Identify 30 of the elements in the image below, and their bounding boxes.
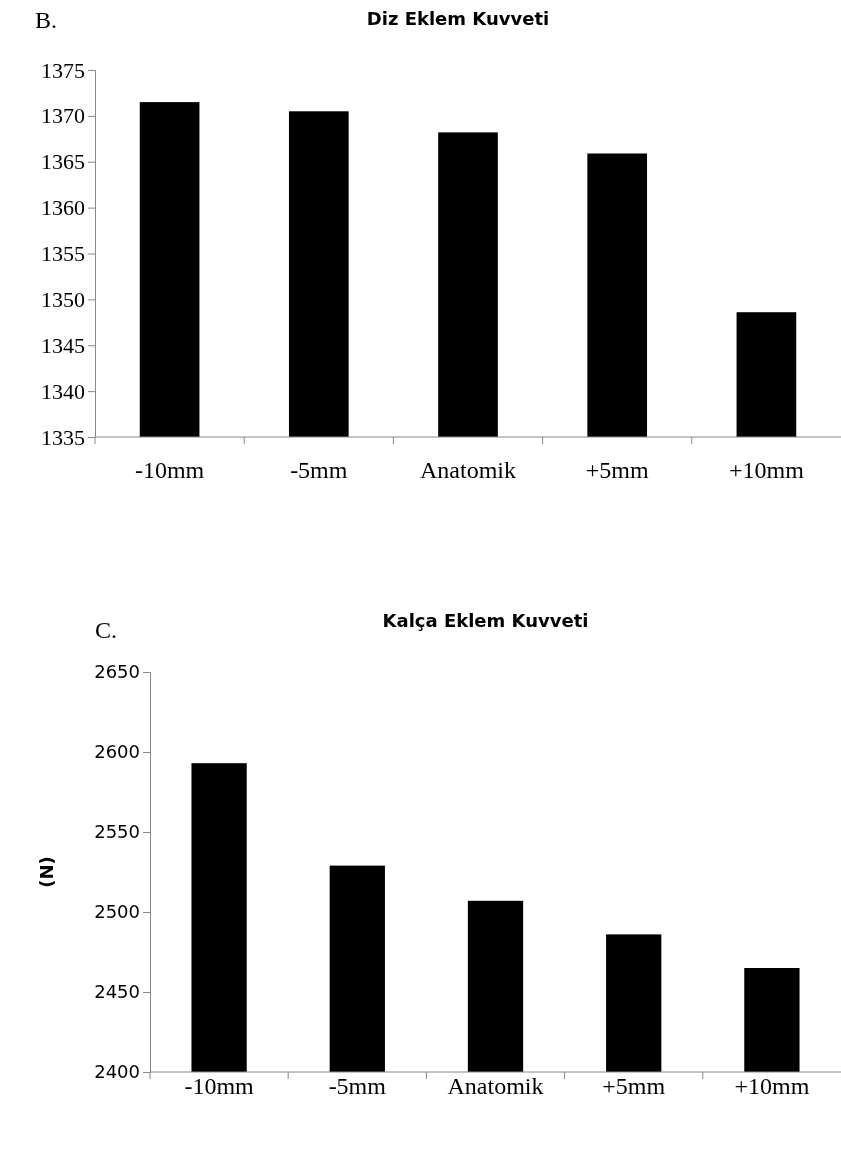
y-tick-label: 2550: [94, 821, 140, 843]
y-tick-label: 1360: [41, 195, 85, 221]
x-tick-label: Anatomik: [420, 457, 516, 483]
y-axis-title: (N): [36, 856, 57, 888]
x-tick-label: +5mm: [585, 457, 649, 483]
x-tick-label: -10mm: [134, 457, 205, 483]
x-tick-label: Anatomik: [447, 1073, 544, 1099]
chart-title: Diz Eklem Kuvveti: [366, 8, 550, 29]
y-tick-label: 2450: [94, 981, 140, 1003]
x-tick-label: +10mm: [734, 1073, 810, 1099]
y-tick-label: 1355: [41, 241, 85, 267]
y-tick-label: 2400: [94, 1061, 140, 1083]
y-tick-label: 1335: [41, 424, 85, 450]
x-tick-label: +10mm: [728, 457, 805, 483]
x-tick-label: +5mm: [602, 1073, 666, 1099]
y-tick-label: 1375: [41, 57, 85, 83]
y-tick-label: 1365: [41, 149, 85, 175]
y-tick-label: 1340: [41, 378, 85, 404]
y-tick-label: 1345: [41, 332, 85, 358]
x-tick-label: -5mm: [328, 1073, 387, 1099]
y-tick-label: 1350: [41, 286, 85, 312]
y-tick-label: 2650: [94, 661, 140, 683]
y-tick-label: 2500: [94, 901, 140, 923]
x-tick-label: -5mm: [290, 457, 348, 483]
text: B.: [35, 6, 58, 33]
y-tick-label: 2600: [94, 741, 140, 763]
x-tick-label: -10mm: [184, 1073, 255, 1099]
chart-title: Kalça Eklem Kuvveti: [382, 610, 589, 631]
y-tick-label: 1370: [41, 103, 85, 129]
text: C.: [95, 616, 118, 643]
